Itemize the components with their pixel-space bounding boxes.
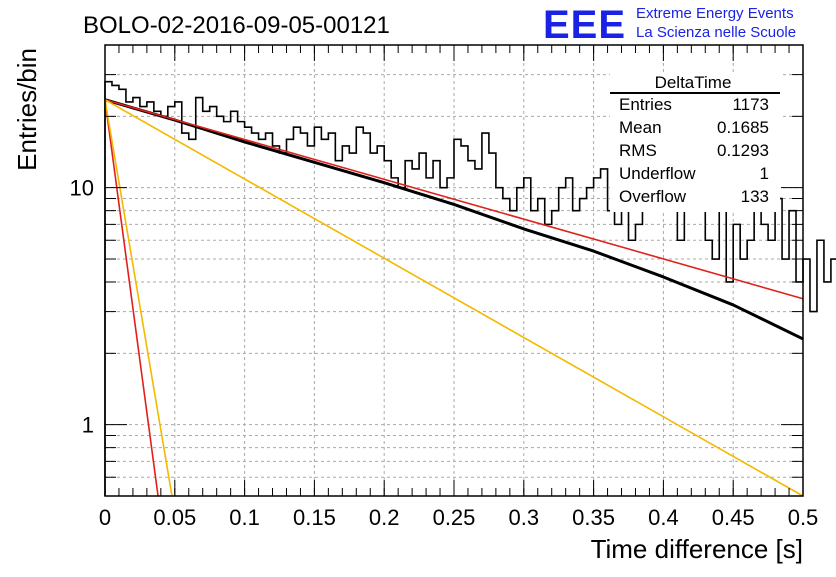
logo-line1: Extreme Energy Events [636, 5, 794, 22]
stats-label-overflow: Overflow [619, 187, 687, 206]
fit-line-3 [104, 99, 804, 497]
x-tick-label: 0 [99, 505, 111, 530]
logo-mark: EEE [543, 3, 626, 47]
eee-logo: EEE Extreme Energy Events La Scienza nel… [543, 3, 796, 47]
x-tick-label: 0.25 [433, 505, 476, 530]
x-tick-label: 0.05 [153, 505, 196, 530]
logo-line2: La Scienza nelle Scuole [636, 24, 796, 41]
stats-value-rms: 0.1293 [717, 141, 769, 160]
y-axis-label: Entries/bin [12, 48, 42, 171]
fit-line-1 [104, 98, 804, 300]
stats-value-underflow: 1 [760, 164, 769, 183]
histogram-outline [104, 80, 836, 496]
x-axis-label: Time difference [s] [591, 534, 803, 564]
x-tick-label: 0.2 [369, 505, 400, 530]
x-tick-label: 0.4 [648, 505, 679, 530]
x-tick-label: 0.35 [572, 505, 615, 530]
stats-value-mean: 0.1685 [717, 118, 769, 137]
stats-box-title: DeltaTime [655, 73, 732, 92]
stats-value-overflow: 133 [741, 187, 769, 206]
histogram [104, 80, 836, 496]
fit-line-2 [104, 99, 159, 497]
stats-value-entries: 1173 [732, 95, 769, 114]
plot-frame [104, 44, 804, 497]
fit-line-0 [104, 98, 804, 341]
x-tick-label: 0.1 [229, 505, 260, 530]
fit-curves [104, 98, 804, 497]
x-tick-label: 0.45 [712, 505, 755, 530]
fit-line-4 [104, 99, 173, 497]
stats-box: DeltaTime Entries 1173 Mean 0.1685 RMS 0… [610, 72, 780, 212]
stats-label-entries: Entries [619, 95, 672, 114]
stats-label-rms: RMS [619, 141, 657, 160]
x-tick-label: 0.15 [293, 505, 336, 530]
x-tick-label: 0.5 [788, 505, 819, 530]
stats-label-mean: Mean [619, 118, 662, 137]
stats-label-underflow: Underflow [619, 164, 696, 183]
axes: 0 0.05 0.1 0.15 0.2 0.25 0.3 0.35 0.4 0.45 0.5 1 10 [70, 44, 819, 530]
y-tick-label: 10 [70, 176, 94, 201]
chart-title: BOLO-02-2016-09-05-00121 [83, 12, 390, 39]
y-tick-label: 1 [82, 413, 94, 438]
x-tick-label: 0.3 [509, 505, 540, 530]
